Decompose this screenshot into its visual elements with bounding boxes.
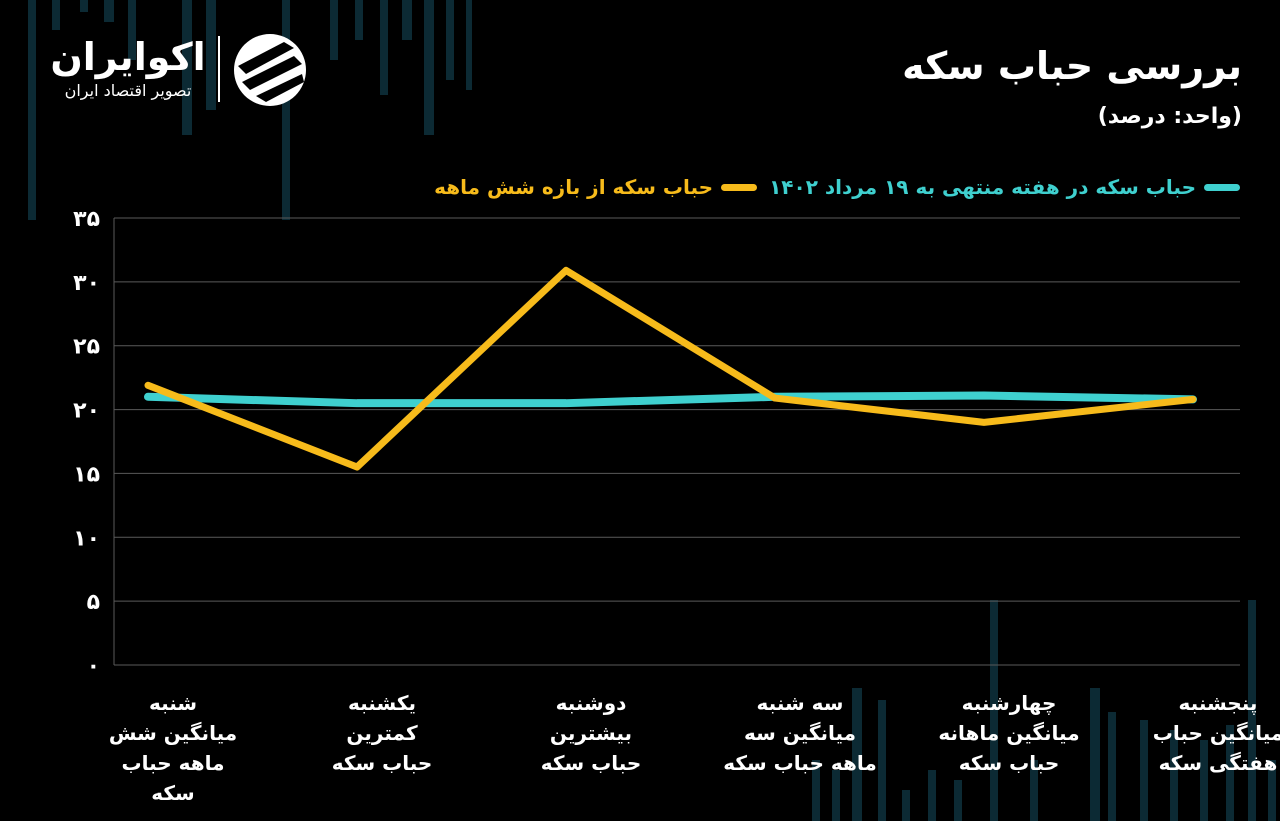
decor-bar [355, 0, 363, 40]
decor-bar [832, 770, 840, 821]
x-tick-label-line: بیشترین [549, 721, 633, 745]
decor-bar [852, 688, 862, 821]
x-tick-label: دوشنبه بیشترین حباب سکه [506, 688, 676, 778]
x-tick-label-line: یکشنبه [348, 691, 416, 715]
decor-bar [1108, 712, 1116, 821]
decor-bar [990, 600, 998, 821]
legend-item-weekly: حباب سکه در هفته منتهی به ۱۹ مرداد ۱۴۰۲ [769, 175, 1240, 199]
decor-bar [446, 0, 454, 80]
x-tick-label-line: هفتگی سکه [1158, 751, 1278, 775]
chart-unit: (واحد: درصد) [1097, 104, 1242, 129]
data-point-weekly [981, 392, 987, 399]
series-line-weekly [144, 391, 1197, 408]
decor-bar [28, 0, 36, 220]
ecoiran-logo-icon [234, 34, 306, 106]
x-tick-label: سه شنبه میانگین سه ماهه حباب سکه [715, 688, 885, 778]
brand-divider [218, 36, 220, 102]
decor-bar [1170, 730, 1178, 821]
y-tick-label: ۵ [87, 590, 100, 615]
decor-bar [380, 0, 388, 95]
y-tick-label: ۱۵ [73, 462, 100, 487]
decor-bar [80, 0, 88, 12]
decor-bar [1248, 600, 1256, 821]
legend-item-six-month: حباب سکه از بازه شش ماهه [434, 175, 758, 199]
x-tick-label-line: شنبه [148, 691, 198, 715]
x-tick-label: شنبه میانگین شش ماهه حباب سکه [88, 688, 258, 808]
decor-bar [1226, 725, 1234, 821]
brand-name: اکوایران [50, 35, 206, 79]
x-tick-label-line: چهارشنبه [961, 691, 1057, 715]
brand-tagline: تصویر اقتصاد ایران [64, 81, 192, 100]
decor-bar [954, 780, 962, 821]
decor-bar [402, 0, 412, 40]
data-point-six-month [981, 419, 987, 426]
x-tick-label-line: میانگین شش [108, 721, 238, 745]
legend-swatch-six-month [721, 183, 758, 191]
legend: حباب سکه در هفته منتهی به ۱۹ مرداد ۱۴۰۲ … [434, 172, 1240, 202]
decor-bar [812, 760, 820, 821]
y-tick-label: ۰ [87, 654, 100, 679]
x-tick-label: چهارشنبه میانگین ماهانه حباب سکه [924, 688, 1094, 778]
y-tick-label: ۳۵ [73, 207, 100, 232]
y-tick-label: ۱۰ [73, 526, 100, 551]
decor-bar [902, 790, 910, 821]
data-point-six-month [772, 395, 778, 402]
decor-bar [182, 0, 192, 135]
brand-logo: اکوایران تصویر اقتصاد ایران [48, 30, 318, 110]
data-point-six-month [145, 382, 151, 389]
y-tick-label: ۳۰ [73, 271, 100, 296]
decor-bar [878, 700, 886, 821]
decor-bar [1200, 740, 1208, 821]
y-tick-label: ۲۰ [73, 399, 100, 424]
data-point-weekly [563, 400, 569, 407]
x-tick-label-line: سه شنبه [756, 691, 844, 715]
x-tick-label-line: پنجشنبه [1178, 691, 1258, 715]
x-tick-label-line: ماهه حباب سکه [723, 751, 877, 775]
decor-bar [206, 0, 216, 110]
x-tick-label: پنجشنبه میانگین حباب هفتگی سکه [1133, 688, 1280, 778]
decor-bar [330, 0, 338, 60]
decor-bar [104, 0, 114, 22]
x-tick-label-line: کمترین [346, 721, 418, 745]
y-tick-label: ۲۵ [73, 335, 100, 360]
x-tick-label-line: میانگین ماهانه [938, 721, 1080, 745]
x-tick-label-line: میانگین حباب [1152, 721, 1280, 745]
legend-swatch-weekly [1204, 183, 1240, 191]
x-tick-label-line: حباب سکه [958, 751, 1060, 775]
x-tick-label-line: ماهه حباب [121, 751, 225, 775]
decor-bar [128, 0, 136, 60]
decor-bar [1090, 688, 1100, 821]
decor-bar [466, 0, 472, 90]
decor-bar [282, 0, 290, 220]
decor-bar [52, 0, 60, 30]
legend-label-six-month: حباب سکه از بازه شش ماهه [434, 175, 714, 199]
series-line-six-month [144, 266, 1197, 471]
decor-bar [1268, 760, 1276, 821]
decor-bar [424, 0, 434, 135]
decor-bar [1030, 760, 1038, 821]
x-tick-label-line: میانگین سه [743, 721, 857, 745]
legend-label-weekly: حباب سکه در هفته منتهی به ۱۹ مرداد ۱۴۰۲ [769, 175, 1196, 199]
data-point-six-month [563, 267, 569, 274]
x-tick-label-line: حباب سکه [331, 751, 433, 775]
data-point-weekly [354, 400, 360, 407]
x-tick-label: یکشنبه کمترین حباب سکه [297, 688, 467, 778]
x-tick-label-line: دوشنبه [555, 691, 627, 715]
decor-bar [928, 770, 936, 821]
x-tick-label-line: حباب سکه [540, 751, 642, 775]
x-tick-label-line: سکه [151, 781, 195, 805]
decor-bar [1140, 720, 1148, 821]
data-point-weekly [145, 393, 151, 400]
brand-text: اکوایران تصویر اقتصاد ایران [48, 34, 208, 102]
data-point-six-month [354, 464, 360, 471]
chart-title: بررسی حباب سکه [902, 44, 1242, 88]
data-point-six-month [1190, 396, 1196, 403]
